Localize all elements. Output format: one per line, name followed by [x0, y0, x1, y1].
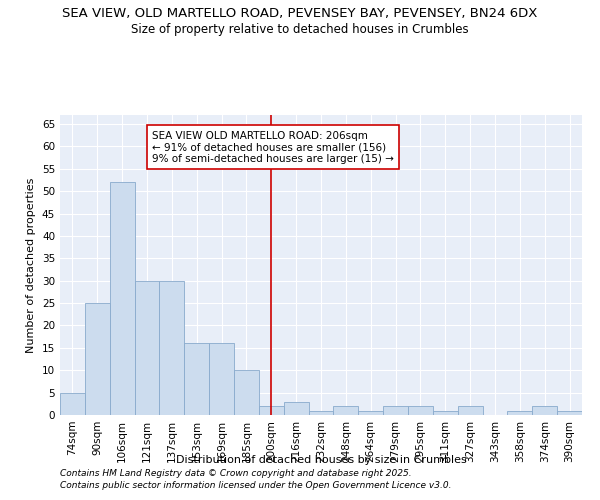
Text: Contains public sector information licensed under the Open Government Licence v3: Contains public sector information licen… [60, 481, 452, 490]
Bar [532, 406, 557, 415]
Text: SEA VIEW OLD MARTELLO ROAD: 206sqm
← 91% of detached houses are smaller (156)
9%: SEA VIEW OLD MARTELLO ROAD: 206sqm ← 91%… [152, 130, 394, 164]
Bar [110, 182, 134, 415]
Bar [134, 280, 160, 415]
Bar [209, 344, 234, 415]
Bar [508, 410, 532, 415]
Bar [60, 392, 85, 415]
Bar [383, 406, 408, 415]
Bar [458, 406, 482, 415]
Text: SEA VIEW, OLD MARTELLO ROAD, PEVENSEY BAY, PEVENSEY, BN24 6DX: SEA VIEW, OLD MARTELLO ROAD, PEVENSEY BA… [62, 8, 538, 20]
Bar [433, 410, 458, 415]
Text: Size of property relative to detached houses in Crumbles: Size of property relative to detached ho… [131, 22, 469, 36]
Bar [160, 280, 184, 415]
Text: Distribution of detached houses by size in Crumbles: Distribution of detached houses by size … [176, 455, 466, 465]
Bar [234, 370, 259, 415]
Text: Contains HM Land Registry data © Crown copyright and database right 2025.: Contains HM Land Registry data © Crown c… [60, 468, 412, 477]
Bar [358, 410, 383, 415]
Bar [308, 410, 334, 415]
Bar [408, 406, 433, 415]
Bar [184, 344, 209, 415]
Bar [259, 406, 284, 415]
Bar [85, 303, 110, 415]
Bar [284, 402, 308, 415]
Y-axis label: Number of detached properties: Number of detached properties [26, 178, 37, 352]
Bar [334, 406, 358, 415]
Bar [557, 410, 582, 415]
